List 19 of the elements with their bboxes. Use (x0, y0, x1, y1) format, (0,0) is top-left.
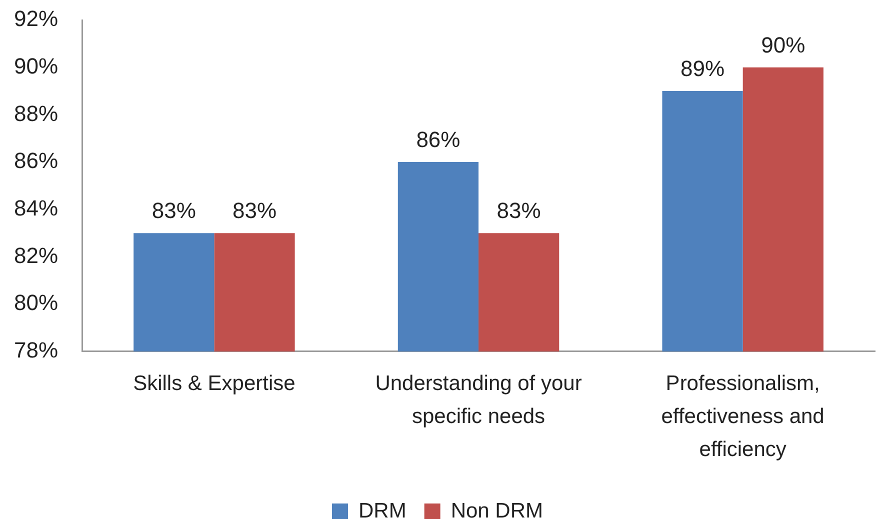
y-tick-label: 78% (14, 338, 58, 363)
y-tick-label: 88% (14, 100, 58, 126)
data-label: 89% (680, 56, 725, 82)
data-label: 90% (761, 32, 806, 58)
data-label: 83% (496, 198, 541, 224)
y-tick-label: 86% (14, 148, 58, 174)
y-tick-label: 80% (14, 290, 58, 316)
y-tick-label: 90% (14, 53, 58, 78)
x-tick-label: Professionalism, effectiveness and efficiency (661, 372, 824, 462)
y-tick-label: 82% (14, 242, 58, 268)
legend-label: Non DRM (450, 499, 544, 519)
y-tick-label: 84% (14, 195, 58, 220)
x-tick-label: Skills & Expertise (133, 372, 296, 395)
x-tick-label: Understanding of your specific needs (375, 372, 582, 428)
legend-label: DRM (358, 499, 406, 519)
data-label: 86% (416, 127, 460, 152)
y-tick-label: 92% (14, 6, 58, 32)
data-label: 83% (152, 198, 196, 224)
data-label: 83% (232, 198, 277, 224)
